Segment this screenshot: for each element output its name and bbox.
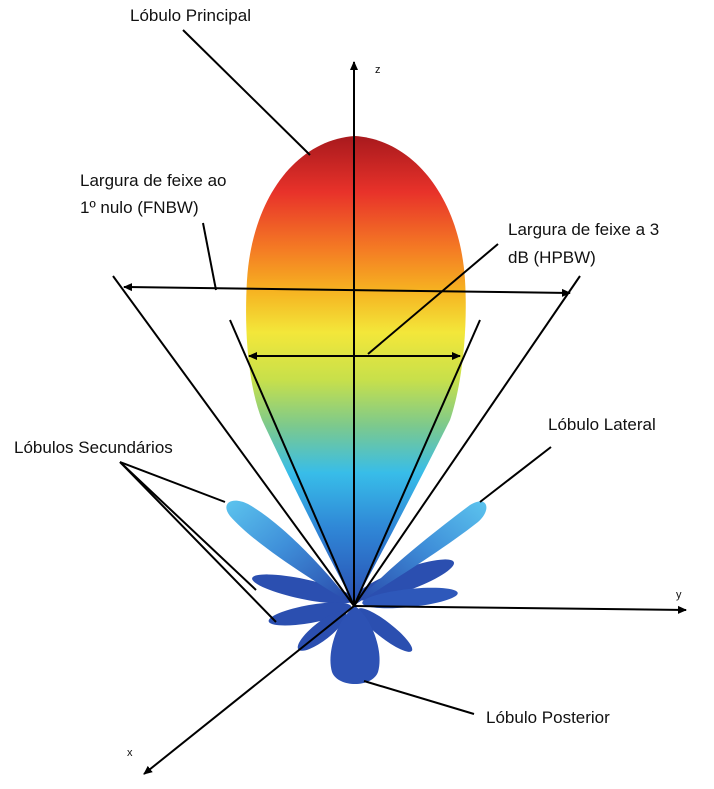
x-axis bbox=[143, 605, 355, 775]
minor-lobe-right-lower bbox=[357, 608, 413, 652]
label-main-lobe: Lóbulo Principal bbox=[130, 6, 251, 25]
x-axis-label: x bbox=[127, 747, 133, 759]
minor-lobe-left-lower bbox=[268, 602, 352, 626]
minor-lobe-right-upper bbox=[355, 559, 455, 601]
back-lobe-leader bbox=[363, 680, 475, 715]
minor-lobe-leader-3 bbox=[119, 461, 277, 623]
hpbw-leader bbox=[367, 243, 499, 355]
fnbw-arrow bbox=[123, 283, 571, 297]
side-lobe-right-shape bbox=[356, 501, 487, 604]
fnbw-leader bbox=[202, 222, 217, 291]
main-lobe-shape bbox=[246, 136, 466, 604]
minor-lobe-leader-2 bbox=[119, 461, 257, 591]
minor-lobe-leader-1 bbox=[119, 461, 226, 503]
axes: z y x bbox=[127, 61, 687, 775]
labels: Lóbulo Principal Largura de feixe ao 1º … bbox=[14, 6, 659, 727]
z-axis-label: z bbox=[375, 64, 381, 76]
label-fnbw-line1: Largura de feixe ao bbox=[80, 171, 227, 190]
hpbw-left-line bbox=[229, 319, 355, 607]
y-axis bbox=[353, 605, 687, 614]
label-minor-lobes: Lóbulos Secundários bbox=[14, 438, 173, 457]
fnbw-lines bbox=[112, 275, 581, 607]
leader-lines bbox=[119, 29, 552, 715]
y-axis-label: y bbox=[676, 589, 682, 601]
fnbw-left-line bbox=[112, 275, 355, 607]
label-hpbw-line1: Largura de feixe a 3 bbox=[508, 220, 659, 239]
hpbw-right-line bbox=[353, 319, 481, 607]
main-lobe-leader bbox=[182, 29, 311, 156]
label-side-lobe: Lóbulo Lateral bbox=[548, 415, 656, 434]
label-fnbw-line2: 1º nulo (FNBW) bbox=[80, 198, 199, 217]
minor-lobe-left-upper bbox=[252, 574, 354, 604]
side-lobe-leader bbox=[479, 446, 552, 503]
label-hpbw-line2: dB (HPBW) bbox=[508, 248, 596, 267]
label-back-lobe: Lóbulo Posterior bbox=[486, 708, 610, 727]
hpbw-lines bbox=[229, 319, 481, 607]
side-lobe-left-shape bbox=[226, 500, 352, 604]
minor-lobe-right-mid bbox=[362, 587, 458, 609]
back-lobe-shape bbox=[330, 606, 380, 684]
fnbw-right-line bbox=[353, 275, 581, 607]
